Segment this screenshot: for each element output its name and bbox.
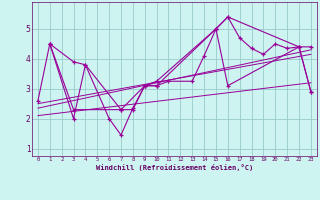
X-axis label: Windchill (Refroidissement éolien,°C): Windchill (Refroidissement éolien,°C)	[96, 164, 253, 171]
